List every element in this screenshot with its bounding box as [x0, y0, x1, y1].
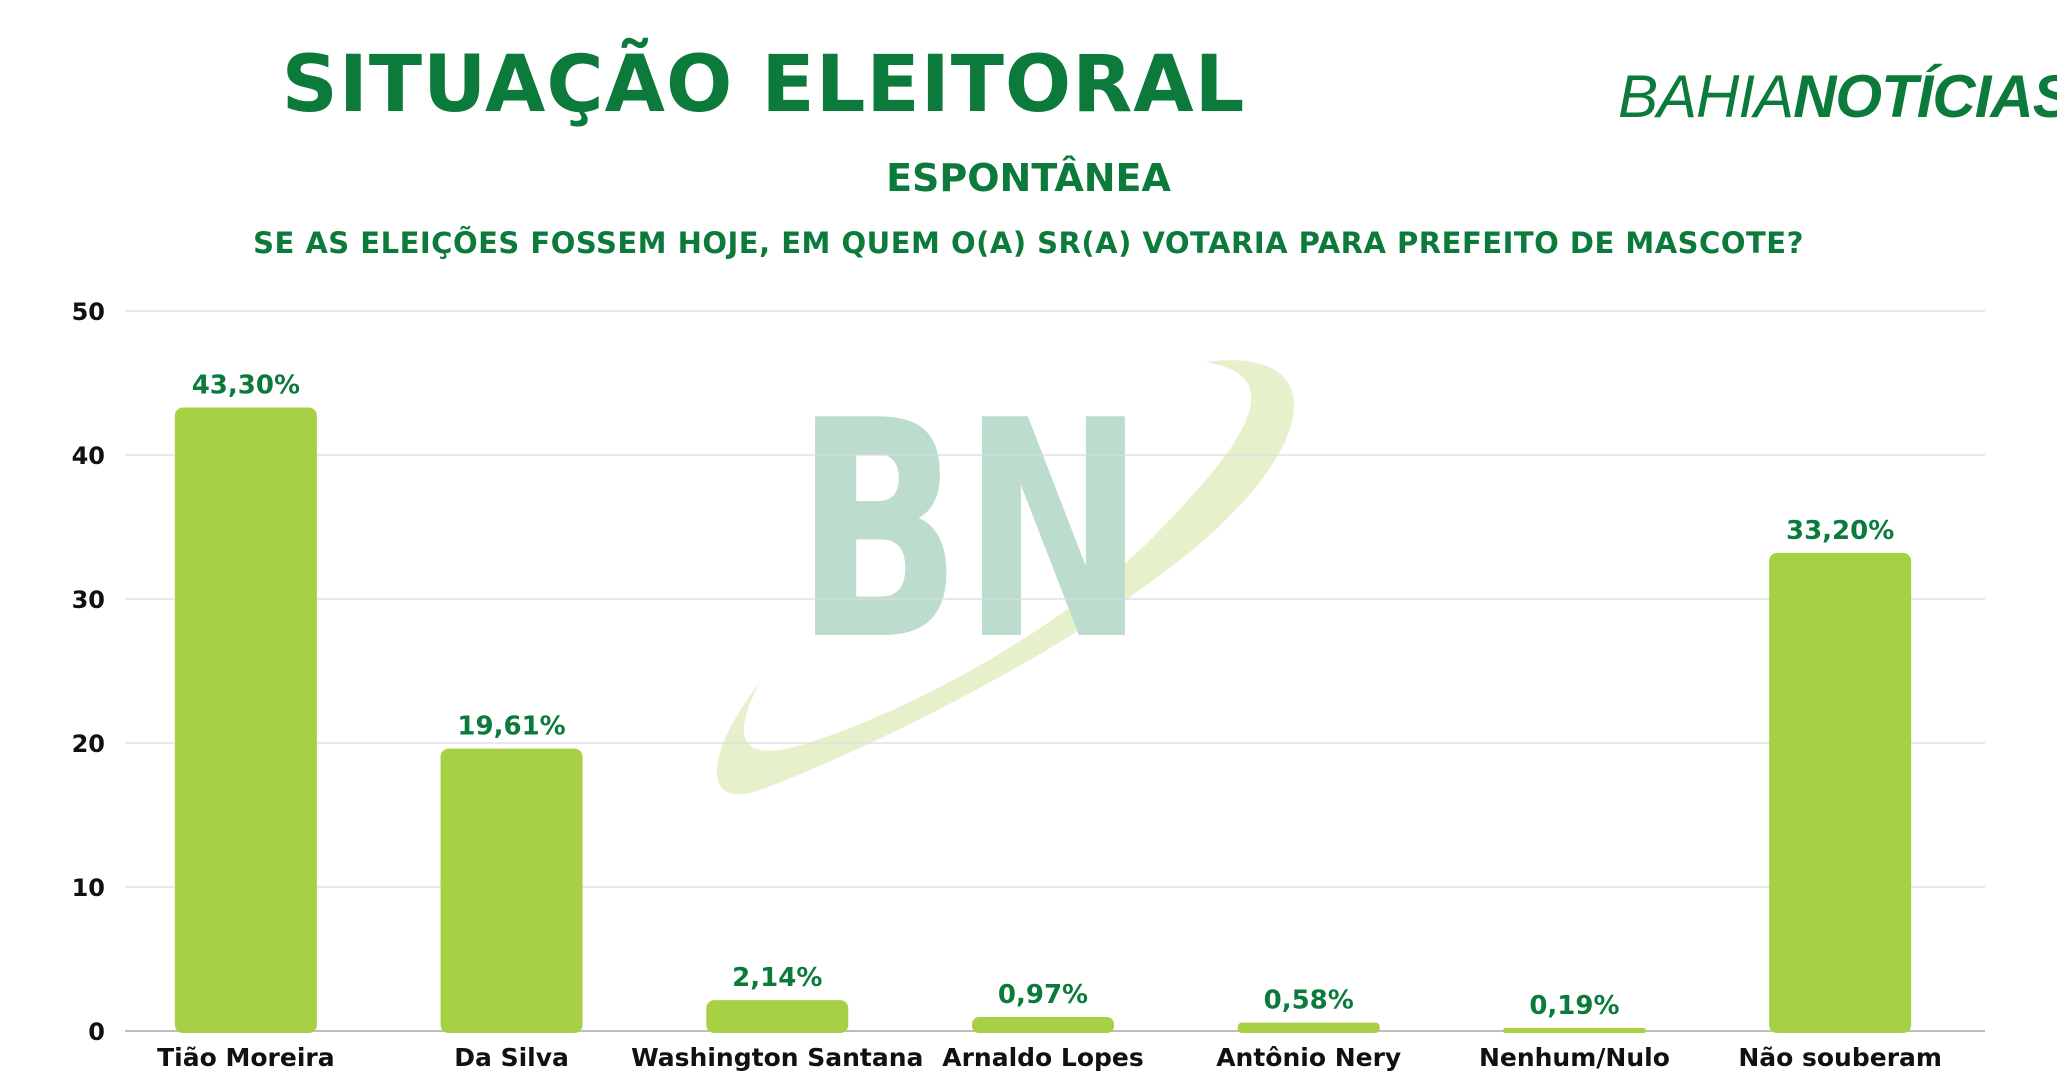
bar	[706, 1000, 849, 1033]
y-tick-label: 0	[88, 1018, 105, 1046]
bn-watermark-logo: BN	[716, 357, 1295, 795]
y-tick-label: 20	[72, 730, 105, 758]
data-label: 33,20%	[1786, 516, 1894, 546]
data-label: 43,30%	[192, 370, 300, 400]
data-label: 2,14%	[732, 963, 822, 993]
bar	[440, 748, 583, 1033]
bars	[174, 407, 1912, 1034]
x-category-label: Da Silva	[454, 1043, 569, 1072]
survey-question: SE AS ELEIÇÕES FOSSEM HOJE, EM QUEM O(A)…	[253, 226, 1804, 260]
bar	[972, 1017, 1114, 1033]
data-label: 0,19%	[1529, 991, 1619, 1021]
watermark-letters: BN	[795, 357, 1145, 706]
brand-logo-part1: BAHIA	[1618, 63, 1794, 130]
x-category-label: Arnaldo Lopes	[942, 1043, 1144, 1072]
brand-logo-part2: NOTÍCIAS	[1793, 63, 2057, 130]
bar	[1769, 552, 1912, 1033]
data-label: 0,58%	[1264, 986, 1354, 1016]
brand-logo: BAHIANOTÍCIAS	[1618, 62, 2057, 131]
x-category-label: Washington Santana	[631, 1043, 923, 1072]
data-label: 19,61%	[457, 712, 565, 742]
y-tick-label: 40	[72, 442, 105, 470]
x-category-label: Antônio Nery	[1216, 1043, 1401, 1072]
x-category-label: Nenhum/Nulo	[1479, 1043, 1670, 1072]
y-tick-label: 10	[72, 874, 105, 902]
grid-lines	[125, 310, 1985, 1032]
x-category-label: Tião Moreira	[157, 1043, 334, 1072]
y-tick-label: 50	[72, 298, 105, 326]
bar	[1503, 1028, 1646, 1033]
chart-title: SITUAÇÃO ELEITORAL	[281, 40, 1246, 130]
data-labels: 43,30% 19,61% 2,14% 0,97% 0,58% 0,19% 33,20%	[192, 370, 1895, 1021]
chart-subtitle: ESPONTÂNEA	[886, 156, 1171, 200]
y-axis-ticks: 0 10 20 30 40 50	[72, 298, 105, 1046]
y-tick-label: 30	[72, 586, 105, 614]
watermark-swoosh	[716, 360, 1295, 795]
data-label: 0,97%	[998, 980, 1088, 1010]
bar	[174, 407, 317, 1034]
bar	[1237, 1022, 1380, 1033]
x-category-label: Não souberam	[1738, 1043, 1942, 1072]
x-axis-categories: Tião Moreira Da Silva Washington Santana Ar…	[157, 1043, 1942, 1072]
